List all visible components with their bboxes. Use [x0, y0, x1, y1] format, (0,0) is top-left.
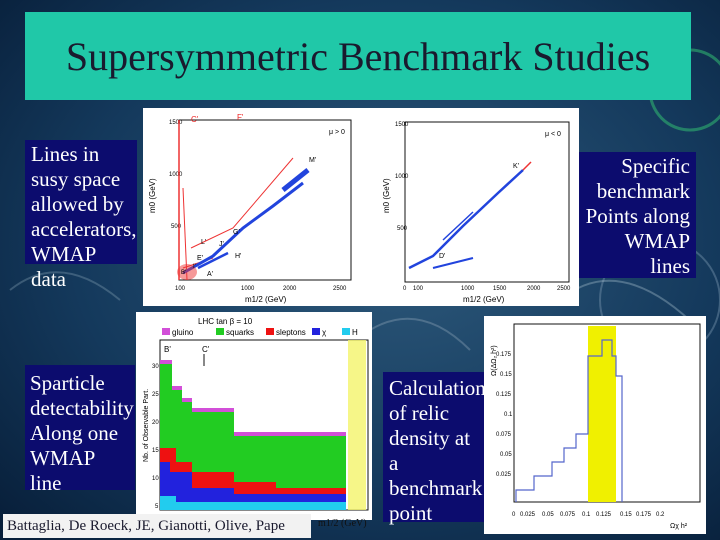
relic-xtick-0075: 0.075	[560, 512, 576, 518]
relic-xtick-0: 0	[512, 512, 516, 518]
relic-ytick-01: 0.1	[504, 412, 513, 418]
right-ytick-1000: 1000	[395, 174, 409, 180]
left-xtick-2000: 2000	[283, 286, 297, 292]
detect-point-B: B'	[164, 345, 171, 354]
relic-density-plot: Ω(ΔΩ₂ h²) 0.175 0.15 0.125 0.1 0.075 0.0…	[491, 323, 701, 530]
relic-ytick-0075: 0.075	[496, 432, 512, 438]
slide-title: Supersymmetric Benchmark Studies	[25, 12, 691, 100]
right-mu-label: μ < 0	[545, 131, 561, 138]
text-box-lines-in-susy-space: Lines in susy space allowed by accelerat…	[25, 140, 137, 291]
right-xtick-100: 100	[413, 286, 424, 292]
left-point-E: E'	[197, 255, 203, 262]
relic-xtick-0175: 0.175	[636, 512, 652, 518]
relic-y-label: Ω(ΔΩ₂ h²)	[491, 345, 498, 376]
relic-ytick-0025: 0.025	[496, 472, 512, 478]
left-point-C: C'	[191, 115, 199, 124]
relic-xtick-0025: 0.025	[520, 512, 536, 518]
relic-x-label: Ωχ h²	[670, 523, 688, 530]
detect-ytick-20: 20	[152, 420, 159, 426]
text-box-sparticle-detectability: Sparticle detectability Along one WMAP l…	[25, 365, 135, 495]
left-xtick-2500: 2500	[333, 286, 347, 292]
left-point-H: H'	[235, 253, 241, 260]
author-credit: Battaglia, De Roeck, JE, Gianotti, Olive…	[3, 514, 311, 538]
right-xtick-2000: 2000	[527, 286, 541, 292]
left-plot-frame	[178, 119, 352, 281]
relic-xtick-005: 0.05	[542, 512, 554, 518]
relic-ytick-0175: 0.175	[496, 352, 512, 358]
detect-ytick-30: 30	[152, 364, 159, 370]
relic-xtick-015: 0.15	[620, 512, 632, 518]
relic-ytick-015: 0.15	[500, 372, 512, 378]
relic-xtick-0125: 0.125	[596, 512, 612, 518]
detect-ytick-10: 10	[152, 476, 159, 482]
right-xtick-2500: 2500	[557, 286, 571, 292]
detect-point-C: C'	[202, 345, 210, 354]
right-xtick-1500: 1500	[493, 286, 507, 292]
text-sparticle-detectability: Sparticle detectability Along one WMAP l…	[30, 371, 134, 495]
left-point-F: F'	[237, 113, 244, 122]
left-ytick-1500: 1500	[169, 120, 183, 126]
legend-gluino: gluino	[172, 328, 194, 337]
right-xtick-0: 0	[403, 286, 407, 292]
left-point-A: A'	[207, 271, 213, 278]
left-point-J: J'	[219, 241, 224, 248]
relic-ytick-0125: 0.125	[496, 392, 512, 398]
left-point-I: I'	[193, 264, 196, 270]
relic-density-plot-panel: Ω(ΔΩ₂ h²) 0.175 0.15 0.125 0.1 0.075 0.0…	[484, 316, 706, 534]
bottom-axis-label: m1/2 (GeV)	[318, 518, 367, 529]
detect-ytick-5: 5	[155, 504, 159, 510]
left-xtick-1000: 1000	[241, 286, 255, 292]
left-ytick-500: 500	[171, 224, 182, 230]
top-plots: μ > 0 m0 (GeV) 1500 1000 500 100 1000 20…	[148, 113, 571, 304]
relic-ytick-005: 0.05	[500, 452, 512, 458]
left-point-G: G'	[233, 229, 240, 236]
detect-y-label: Nb. of Observable Part.	[143, 389, 150, 462]
left-highlight-circle	[177, 264, 197, 280]
right-y-label: m0 (GeV)	[382, 178, 391, 213]
text-box-specific-benchmark: Specific benchmark Points along WMAP lin…	[578, 152, 696, 278]
left-xtick-100: 100	[175, 286, 186, 292]
relic-xtick-02: 0.2	[656, 512, 665, 518]
lhc-title: LHC tan β = 10	[198, 317, 253, 326]
right-xtick-1000: 1000	[461, 286, 475, 292]
text-box-calculation-relic: Calculation of relic density at a benchm…	[383, 372, 489, 525]
left-x-label: m1/2 (GeV)	[245, 295, 287, 304]
legend-chi: χ	[322, 328, 327, 337]
detectability-plot: LHC tan β = 10 gluino squarks sleptons χ…	[143, 317, 369, 511]
left-point-M: M'	[309, 157, 316, 164]
detect-ytick-25: 25	[152, 392, 159, 398]
left-point-B: B'	[181, 270, 186, 276]
right-ytick-1500: 1500	[395, 122, 409, 128]
right-point-K: K'	[513, 163, 519, 170]
left-mu-label: μ > 0	[329, 129, 345, 136]
text-specific-benchmark: Specific benchmark Points along WMAP lin…	[585, 154, 690, 278]
right-x-label: m1/2 (GeV)	[463, 295, 505, 304]
relic-xtick-01: 0.1	[582, 512, 591, 518]
text-calculation-relic: Calculation of relic density at a benchm…	[389, 376, 486, 525]
top-plot-panel: μ > 0 m0 (GeV) 1500 1000 500 100 1000 20…	[143, 108, 579, 306]
left-ytick-1000: 1000	[169, 172, 183, 178]
right-plot-frame	[404, 121, 570, 283]
right-point-D: D'	[439, 253, 445, 260]
detect-ytick-15: 15	[152, 448, 159, 454]
legend-squarks: squarks	[226, 328, 254, 337]
left-point-L: L'	[201, 239, 206, 246]
text-lines-in-susy-space: Lines in susy space allowed by accelerat…	[31, 142, 137, 291]
right-ytick-500: 500	[397, 226, 408, 232]
legend-H: H	[352, 328, 358, 337]
left-y-label: m0 (GeV)	[148, 178, 157, 213]
detectability-plot-panel: LHC tan β = 10 gluino squarks sleptons χ…	[136, 312, 372, 520]
legend-sleptons: sleptons	[276, 328, 306, 337]
